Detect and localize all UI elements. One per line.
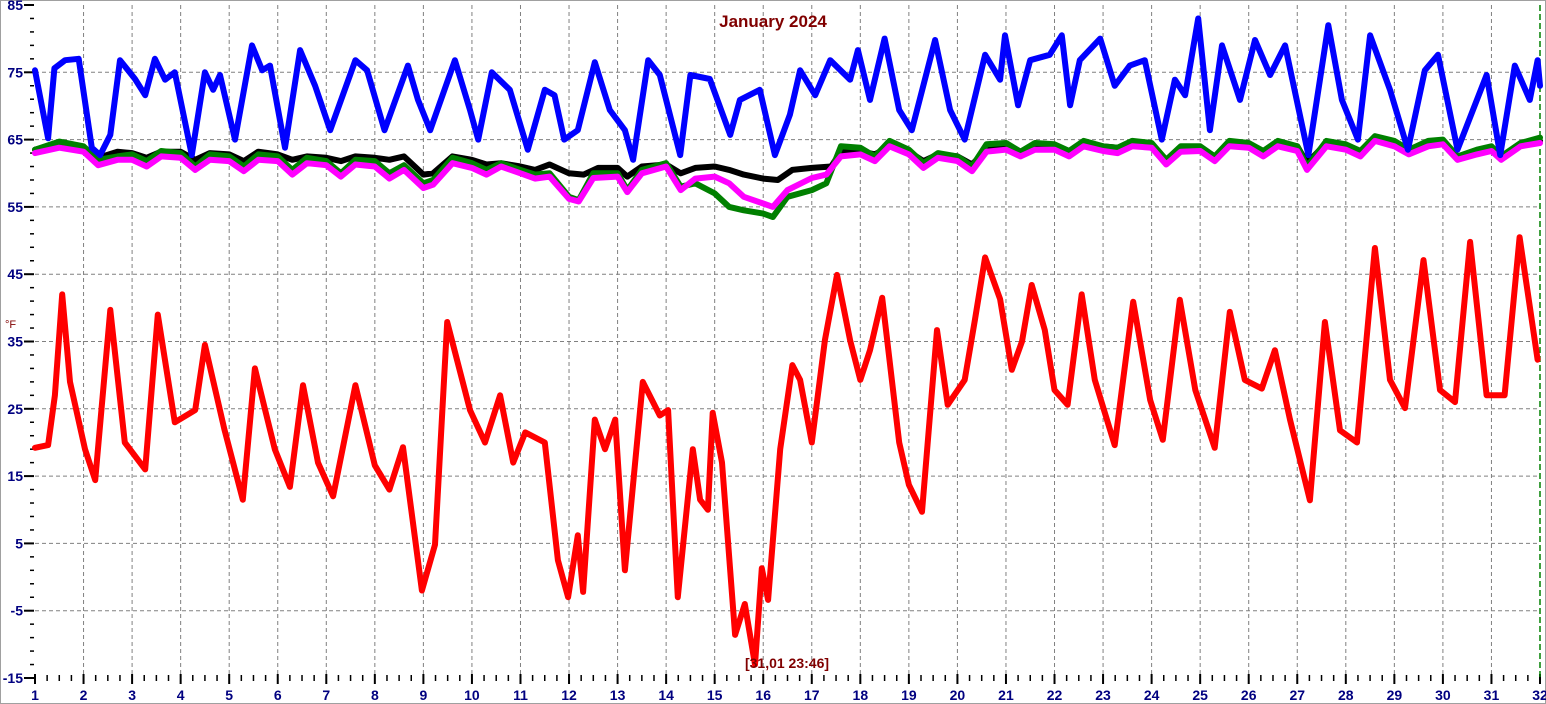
x-tick-label: 17 [804, 687, 820, 703]
y-tick-label: -15 [3, 670, 23, 686]
x-tick-label: 11 [513, 687, 528, 703]
x-tick-label: 32 [1532, 687, 1546, 703]
x-tick-label: 23 [1095, 687, 1111, 703]
x-tick-label: 26 [1241, 687, 1257, 703]
series-line-2 [32, 137, 1543, 210]
series-line-4 [32, 234, 1541, 668]
x-tick-label: 15 [707, 687, 723, 703]
x-tick-label: 5 [225, 687, 233, 703]
x-tick-label: 21 [998, 687, 1014, 703]
x-tick-label: 9 [419, 687, 427, 703]
x-tick-label: 27 [1289, 687, 1305, 703]
x-tick-label: 18 [853, 687, 869, 703]
unit-marker: °F [5, 319, 16, 331]
y-tick-label: 85 [7, 0, 23, 13]
x-tick-label: 25 [1192, 687, 1208, 703]
y-tick-label: 25 [7, 401, 23, 417]
series-line-3 [32, 15, 1543, 163]
x-tick-label: 31 [1484, 687, 1500, 703]
y-tick-label: 15 [7, 468, 23, 484]
x-tick-label: 28 [1338, 687, 1354, 703]
x-tick-label: 14 [658, 687, 674, 703]
y-tick-label: 65 [7, 132, 23, 148]
x-tick-label: 12 [561, 687, 577, 703]
x-tick-label: 8 [371, 687, 379, 703]
x-tick-label: 10 [464, 687, 480, 703]
x-tick-label: 24 [1144, 687, 1160, 703]
y-tick-label: 75 [7, 64, 23, 80]
x-tick-label: 7 [322, 687, 330, 703]
x-tick-label: 3 [128, 687, 136, 703]
x-tick-label: 2 [80, 687, 88, 703]
axes: 1 2 3 4 5 6 7 8 9 10 11 12 13 14 15 16 17 18 19 20 21 22 23 24 2… [3, 0, 1546, 703]
chart-title: January 2024 [719, 12, 827, 31]
x-tick-label: 4 [177, 687, 185, 703]
y-tick-label: 5 [15, 535, 23, 551]
x-tick-label: 19 [901, 687, 917, 703]
y-tick-label: 45 [7, 266, 23, 282]
x-tick-label: 20 [950, 687, 966, 703]
series-group [32, 15, 1543, 668]
x-tick-label: 29 [1387, 687, 1403, 703]
y-tick-label: 55 [7, 199, 23, 215]
x-tick-label: 13 [610, 687, 626, 703]
x-tick-label: 6 [274, 687, 282, 703]
y-tick-label: -5 [11, 603, 24, 619]
x-tick-label: 1 [31, 687, 39, 703]
cursor-label: [31,01 23:46] [745, 655, 829, 671]
series-line-1 [32, 133, 1543, 220]
x-tick-label: 16 [755, 687, 771, 703]
x-tick-label: 30 [1435, 687, 1451, 703]
x-tick-label: 22 [1047, 687, 1063, 703]
y-tick-label: 35 [7, 334, 23, 350]
